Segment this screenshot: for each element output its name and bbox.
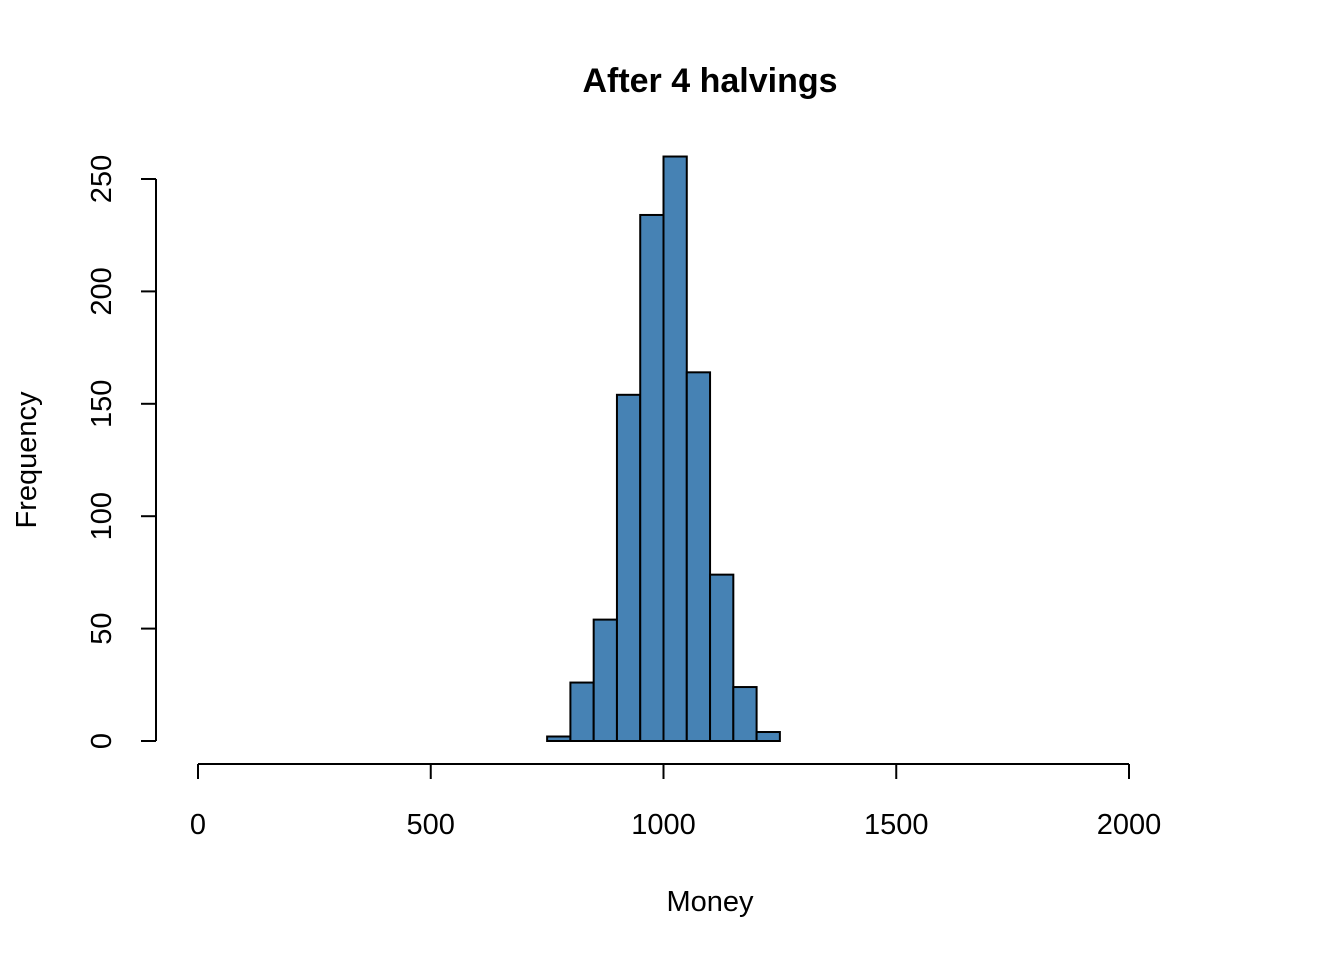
y-tick-label-100: 100 xyxy=(86,492,118,540)
x-axis-label: Money xyxy=(666,886,754,918)
x-tick-label-500: 500 xyxy=(407,809,455,841)
y-tick-label-250: 250 xyxy=(86,155,118,203)
x-tick-label-2000: 2000 xyxy=(1097,809,1162,841)
bars-group xyxy=(546,155,781,743)
histogram-bar-1050-1100 xyxy=(685,371,712,742)
histogram-bar-1150-1200 xyxy=(732,686,758,742)
histogram-bar-900-950 xyxy=(615,393,642,742)
histogram-bar-750-800 xyxy=(546,735,572,743)
y-tick-label-50: 50 xyxy=(86,612,118,644)
x-tick-label-0: 0 xyxy=(190,809,206,841)
y-axis-label: Frequency xyxy=(11,391,43,529)
chart-title: After 4 halvings xyxy=(582,62,837,100)
x-tick-label-1000: 1000 xyxy=(631,809,696,841)
y-tick-label-200: 200 xyxy=(86,267,118,315)
histogram-bar-1000-1050 xyxy=(662,155,688,742)
histogram-bar-850-900 xyxy=(592,618,618,742)
histogram-bar-800-850 xyxy=(569,681,595,742)
histogram-bar-950-1000 xyxy=(639,213,665,742)
histogram-bar-1100-1150 xyxy=(709,573,735,743)
y-tick-label-0: 0 xyxy=(86,733,118,749)
x-tick-label-1500: 1500 xyxy=(864,809,929,841)
y-axis-ticks: 0 50 100 150 200 250 xyxy=(86,155,156,749)
histogram-bar-1200-1250 xyxy=(755,731,781,742)
y-tick-label-150: 150 xyxy=(86,380,118,428)
x-axis-ticks: 0 500 1000 1500 2000 xyxy=(190,764,1161,841)
